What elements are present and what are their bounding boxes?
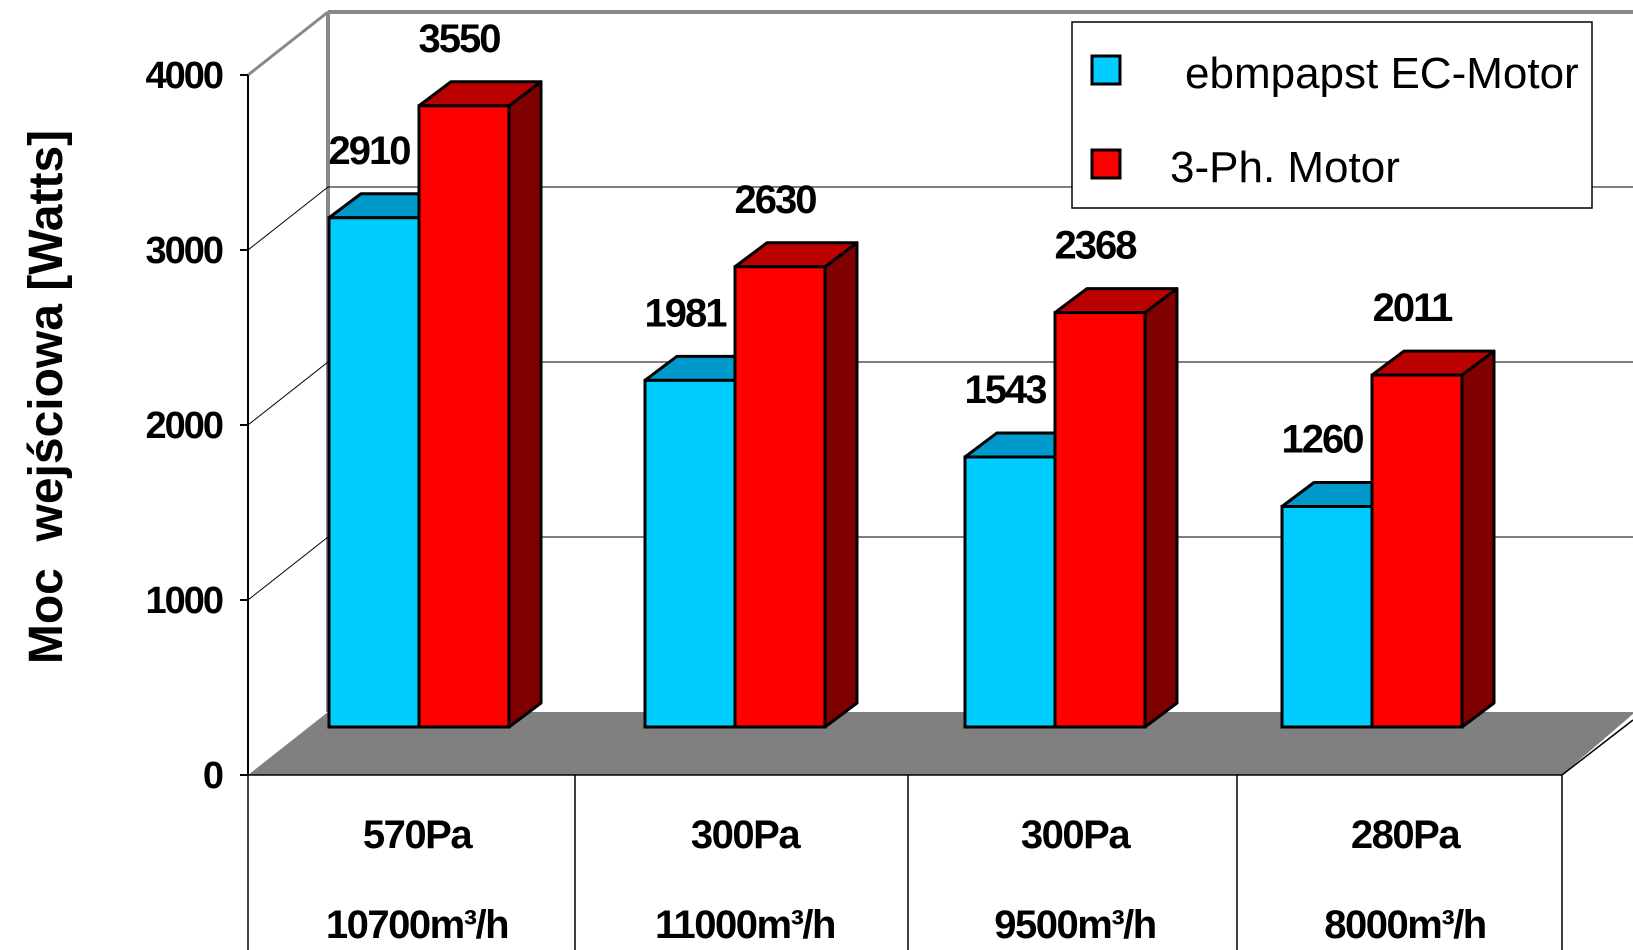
bar-side-face [1143,287,1179,729]
y-tick-label-3000: 3000 [145,230,222,272]
legend-box [1071,21,1593,209]
category-label-2-flow: 11000m³/h [655,903,835,947]
gridline-2000 [247,361,329,426]
bar-side-face [507,80,543,729]
category-label-1-flow: 10700m³/h [326,903,508,947]
bar-front-face [417,104,511,729]
bar-3ph-motor-1 [417,80,543,729]
data-label-ec-motor-3: 1543 [965,368,1047,412]
bar-front-face [733,265,827,729]
y-tick-label-4000: 4000 [145,55,222,97]
category-label-3-pressure: 300Pa [1021,813,1131,857]
data-labels: 2910 3550 1981 2630 1543 2368 1260 2011 [329,17,1456,462]
y-axis-title: Moc wejściowa [Watts] [20,130,73,664]
gridline-1000 [247,536,329,601]
bar-3ph-motor-2 [733,241,859,729]
category-label-1-pressure: 570Pa [363,813,473,857]
bar-side-face [1460,349,1496,729]
legend-swatch-3ph-motor [1090,148,1122,180]
data-label-3ph-motor-3: 2368 [1055,224,1138,268]
bar-3ph-motor-4 [1370,349,1496,729]
bar-front-face [1280,505,1374,729]
data-label-ec-motor-4: 1260 [1282,418,1364,462]
bars [327,80,1496,729]
bar-side-face [823,241,859,729]
bar-front-face [643,378,737,729]
bar-front-face [963,455,1057,729]
data-label-3ph-motor-1: 3550 [419,17,501,61]
data-label-3ph-motor-2: 2630 [735,178,817,222]
category-label-4-pressure: 280Pa [1351,813,1461,857]
y-axis-ticks: 0 1000 2000 3000 4000 [145,55,248,797]
category-label-4-flow: 8000m³/h [1324,903,1485,947]
bar-front-face [327,216,421,729]
bar-front-face [1370,373,1464,729]
y-tick-label-0: 0 [203,755,223,797]
gridline-3000 [247,186,329,251]
category-table: 570Pa 10700m³/h 300Pa 11000m³/h 300Pa 9500m³/… [247,719,1633,950]
category-label-3-flow: 9500m³/h [994,903,1155,947]
legend-swatch-ec-motor [1090,54,1122,86]
side-wall-top-edge [247,10,329,77]
legend: ebmpapst EC-Motor 3-Ph. Motor [1071,21,1593,209]
category-table-diagonal [1561,719,1633,776]
y-tick-label-1000: 1000 [145,580,222,622]
data-label-ec-motor-1: 2910 [329,129,411,173]
legend-label-3ph-motor: 3-Ph. Motor [1170,143,1400,192]
data-label-3ph-motor-4: 2011 [1373,286,1454,330]
data-label-ec-motor-2: 1981 [645,291,728,335]
bar-front-face [1053,311,1147,729]
bar-3ph-motor-3 [1053,287,1179,729]
category-label-2-pressure: 300Pa [691,813,801,857]
legend-label-ec-motor: ebmpapst EC-Motor [1185,49,1579,98]
y-tick-label-2000: 2000 [145,405,222,447]
